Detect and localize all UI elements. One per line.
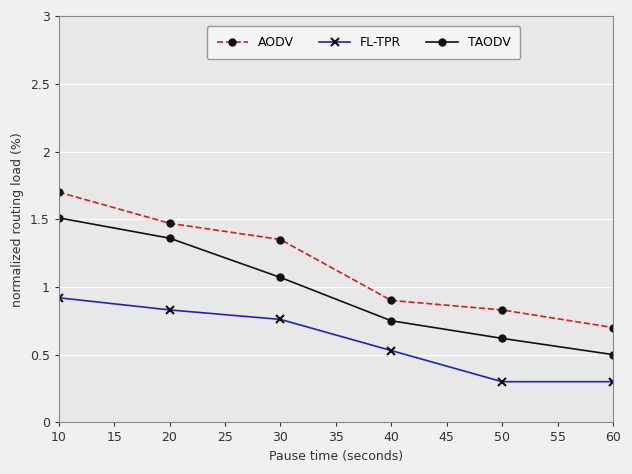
AODV: [387, 298, 395, 303]
FL-TPR: [609, 379, 617, 384]
FL-TPR: [166, 307, 173, 313]
AODV: [609, 325, 617, 330]
Line: FL-TPR: FL-TPR: [54, 293, 617, 386]
AODV: [498, 307, 506, 313]
TAODV: [387, 318, 395, 324]
TAODV: [277, 274, 284, 280]
TAODV: [55, 215, 63, 221]
FL-TPR: [277, 317, 284, 322]
AODV: [166, 220, 173, 226]
FL-TPR: [55, 295, 63, 301]
TAODV: [609, 352, 617, 357]
AODV: [55, 189, 63, 195]
AODV: [277, 237, 284, 242]
FL-TPR: [387, 348, 395, 354]
Y-axis label: normalized routing load (%): normalized routing load (%): [11, 132, 24, 307]
TAODV: [166, 235, 173, 241]
X-axis label: Pause time (seconds): Pause time (seconds): [269, 450, 403, 463]
Line: TAODV: TAODV: [55, 214, 616, 358]
TAODV: [498, 336, 506, 341]
Legend: AODV, FL-TPR, TAODV: AODV, FL-TPR, TAODV: [207, 27, 520, 59]
FL-TPR: [498, 379, 506, 384]
Line: AODV: AODV: [55, 189, 616, 331]
